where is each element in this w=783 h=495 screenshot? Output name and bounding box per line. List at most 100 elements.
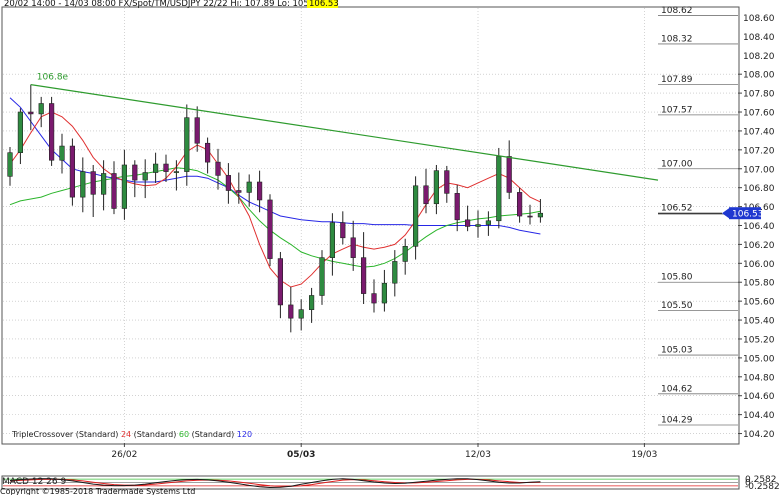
candle: [236, 172, 242, 204]
candle-body: [38, 103, 44, 115]
candle: [423, 168, 429, 214]
legend-name: TripleCrossover (Standard): [11, 430, 118, 439]
copyright: Copyright ©1985-2018 Tradermade Systems …: [0, 487, 195, 495]
candle: [475, 210, 481, 238]
candle: [121, 149, 127, 220]
candle: [277, 251, 284, 319]
ma-24-line: [9, 111, 541, 288]
candle-body: [537, 212, 543, 218]
y-tick-label: 108.40: [743, 33, 775, 43]
last-price-marker: 106.52 106.53: [658, 204, 764, 220]
candle: [506, 140, 512, 200]
candle-body: [371, 293, 377, 304]
candle: [464, 205, 471, 232]
candle: [527, 204, 533, 225]
last-price-level-label: 106.52: [661, 204, 693, 214]
date-axis: 26/02 05/03 12/03 19/03: [111, 443, 657, 460]
grid-lines: [3, 8, 738, 443]
candle: [444, 165, 450, 203]
candle: [392, 250, 398, 297]
title-last-badge-bg: [307, 0, 338, 8]
candle-body: [308, 295, 315, 310]
candle: [184, 104, 190, 186]
y-tick-label: 108.00: [743, 71, 775, 81]
candle: [48, 96, 55, 166]
macd-tick-label: 0: [745, 479, 751, 489]
x-tick-label: 19/03: [631, 450, 657, 460]
candle: [142, 159, 148, 199]
level-lines: 108.62 108.32 107.89 107.57 107.00 105.80 105.…: [658, 6, 738, 426]
candle: [412, 176, 419, 260]
y-tick-label: 108.60: [743, 14, 775, 24]
candle-body: [59, 145, 65, 161]
candle: [90, 164, 96, 217]
candle: [267, 194, 273, 267]
candle: [454, 184, 460, 232]
y-tick-label: 107.20: [743, 146, 775, 156]
candle-body: [412, 185, 419, 247]
candle-body: [444, 170, 450, 194]
candle-body: [475, 224, 481, 227]
macd-line: [9, 478, 541, 489]
candle: [225, 163, 232, 204]
macd-tick-label: -0.2582: [745, 482, 780, 492]
candle: [288, 286, 294, 333]
x-tick-label: 26/02: [111, 450, 137, 460]
legend-period-60: 60: [179, 430, 189, 439]
level-label: 107.89: [661, 75, 693, 85]
candle-body: [496, 156, 502, 222]
candle: [80, 157, 86, 213]
candle: [246, 174, 252, 207]
candle-body: [340, 222, 346, 239]
candle: [153, 152, 159, 183]
ma-60-line: [9, 167, 541, 268]
candle-body: [319, 257, 325, 296]
candle-body: [236, 190, 242, 193]
candle: [69, 138, 75, 206]
candle: [101, 160, 107, 211]
y-tick-label: 107.80: [743, 90, 775, 100]
candle: [194, 106, 200, 152]
level-label: 107.00: [661, 159, 693, 169]
candle-body: [173, 171, 180, 173]
title-last-badge: 106.53: [309, 0, 339, 9]
candle-body: [485, 220, 492, 225]
y-tick-label: 105.20: [743, 335, 775, 345]
candle: [163, 154, 169, 182]
candle: [537, 199, 543, 223]
candle-body: [215, 161, 221, 176]
candle: [319, 250, 325, 305]
candle-body: [288, 304, 294, 319]
level-label: 105.03: [661, 346, 693, 356]
trendline: [30, 84, 659, 181]
candle: [329, 213, 336, 276]
candle-body: [423, 185, 429, 205]
level-label: 108.62: [661, 6, 693, 16]
candle: [350, 220, 356, 271]
indicator-legend: TripleCrossover (Standard) 24 (Standard)…: [11, 430, 252, 439]
candle-body: [90, 171, 96, 195]
trendline-label: 106.8e: [37, 73, 69, 83]
candle: [215, 148, 221, 190]
candle-body: [48, 103, 55, 161]
candle-body: [69, 145, 75, 198]
candle: [340, 211, 346, 245]
level-label: 104.62: [661, 384, 693, 394]
candle-body: [329, 222, 336, 258]
candle: [38, 96, 44, 128]
x-tick-label: 05/03: [287, 450, 315, 460]
y-tick-label: 106.80: [743, 184, 775, 194]
candle: [28, 84, 34, 130]
trendline-group: 106.8e: [30, 73, 659, 181]
y-tick-label: 104.60: [743, 392, 775, 402]
candle-body: [298, 309, 304, 319]
candle: [173, 160, 180, 191]
x-tick-label: 12/03: [465, 450, 491, 460]
candle: [7, 147, 13, 186]
macd-plot-frame: [1, 475, 740, 490]
candle: [17, 108, 24, 165]
candle: [308, 287, 315, 323]
y-tick-label: 104.80: [743, 373, 775, 383]
level-label: 105.80: [661, 273, 693, 283]
